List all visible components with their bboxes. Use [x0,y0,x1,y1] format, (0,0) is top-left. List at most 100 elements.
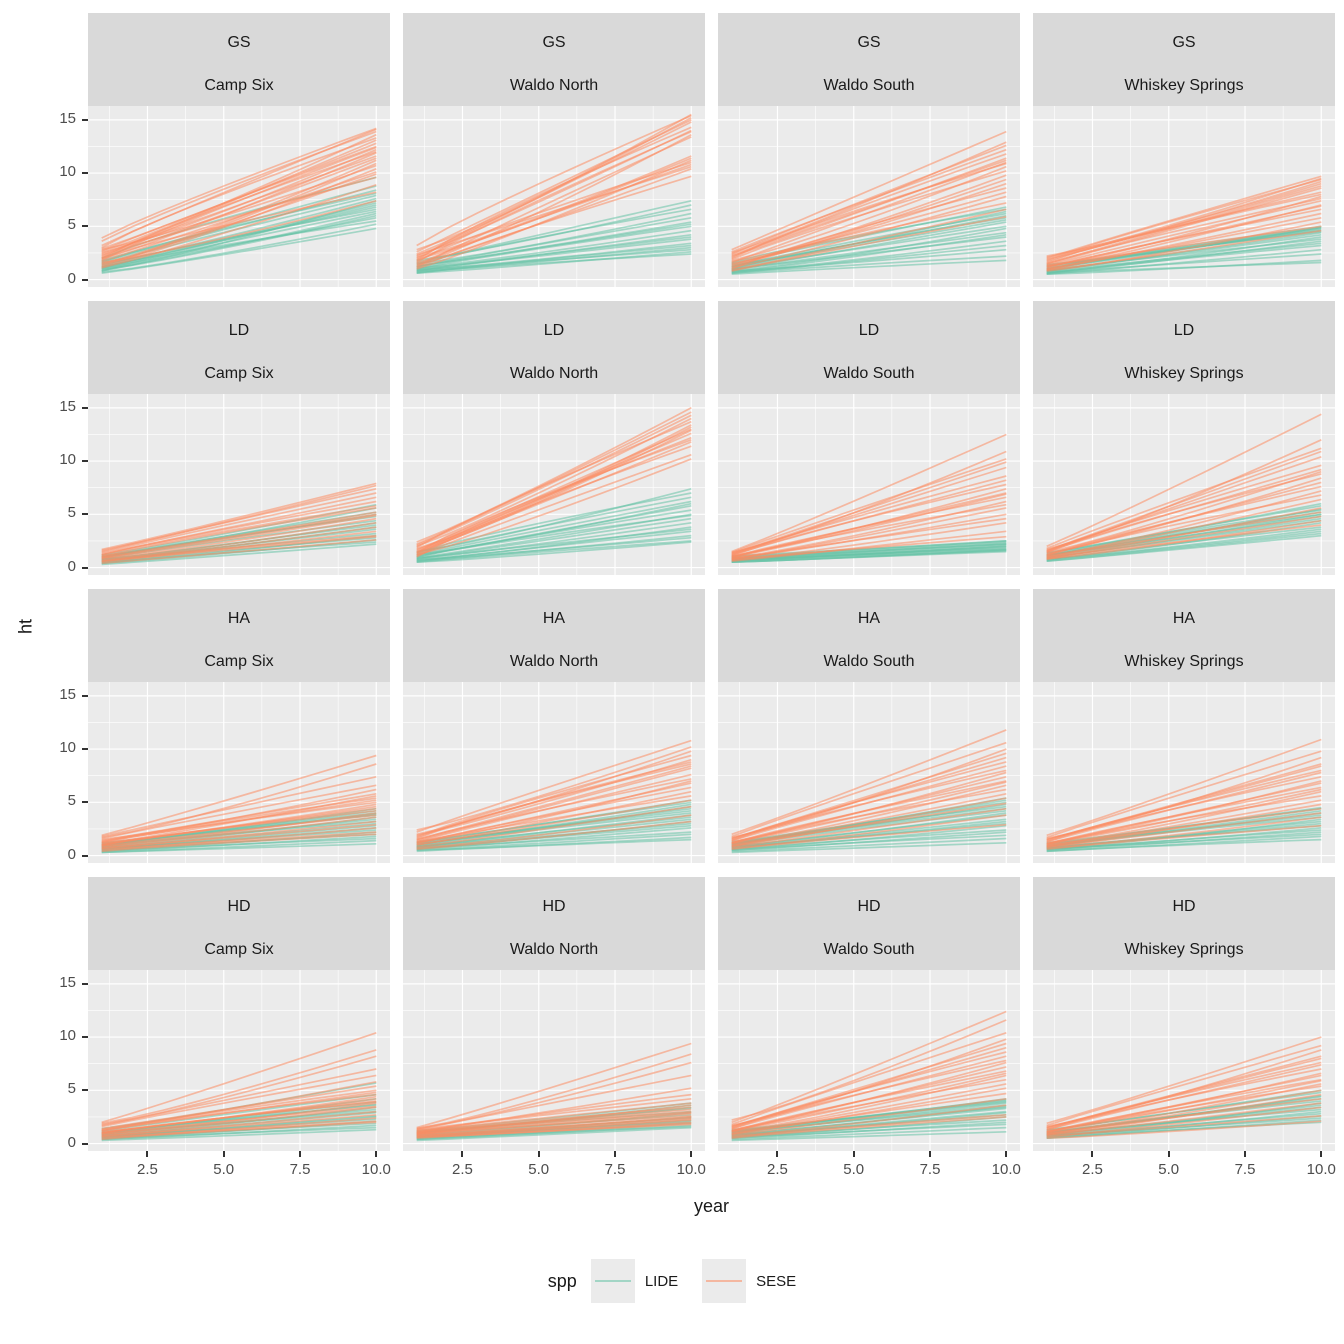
x-tick-mark [146,1151,149,1157]
x-tick-mark [299,1151,301,1157]
growth-line-sese [1046,450,1322,552]
growth-line-sese [731,1113,1007,1139]
growth-line-sese [101,1080,377,1131]
growth-line-lide [731,548,1007,564]
facet-strip-row-label: HD [857,898,881,915]
growth-line-sese [101,775,377,838]
growth-line-sese [416,114,692,247]
facet-cell: LD Camp Six [88,301,390,575]
growth-line-sese [1046,1072,1322,1132]
x-tick-mark [929,1151,931,1157]
growth-line-sese [731,215,1007,272]
growth-line-lide [1046,833,1322,849]
growth-line-sese [101,754,377,837]
growth-line-sese [416,763,692,839]
growth-line-sese [416,782,692,844]
growth-line-sese [416,1102,692,1132]
growth-line-sese [416,778,692,841]
growth-line-sese [101,507,377,558]
x-tick-label: 5.0 [843,1161,865,1178]
growth-line-sese [731,202,1007,267]
growth-line-sese [416,129,692,257]
legend-entry-sese: SESE [702,1259,796,1303]
growth-line-sese [731,1072,1007,1132]
growth-line-sese [416,805,692,848]
growth-line-sese [731,170,1007,261]
growth-line-sese [731,1092,1007,1135]
growth-line-lide [416,229,692,269]
y-tick-mark [82,854,88,857]
x-tick-label: 10.0 [1306,1161,1336,1178]
facet-strip-col-label: Waldo South [823,365,915,382]
growth-line-sese [1046,1044,1322,1127]
growth-line-sese [731,458,1007,554]
growth-line-sese [1046,738,1322,837]
growth-line-sese [101,816,377,848]
growth-line-sese [416,814,692,849]
growth-line-sese [101,482,377,551]
growth-line-sese [416,795,692,843]
legend-entry-lide: LIDE [590,1259,678,1303]
growth-line-sese [1046,447,1322,550]
facet-strip-col-label: Waldo South [823,77,915,94]
growth-line-sese [731,191,1007,263]
y-tick-mark [82,694,88,697]
facet-panel [1033,394,1335,575]
growth-line-lide [1046,534,1322,563]
growth-line-lide [1046,261,1322,275]
facet-cell: HD Camp Six [88,877,390,1151]
growth-line-lide [416,838,692,853]
growth-line-sese [101,1049,377,1125]
growth-line-sese [101,492,377,554]
growth-line-lide [416,487,692,553]
legend-title: spp [547,1270,577,1291]
growth-line-sese [1046,515,1322,559]
facet-cell: GS Camp Six [88,13,390,287]
growth-line-sese [731,530,1007,563]
growth-line-sese [1046,1057,1322,1129]
y-tick-label: 5 [67,504,76,522]
growth-line-lide [1046,244,1322,275]
facet-strip-col-label: Camp Six [204,941,274,958]
facet-panel [403,682,705,863]
growth-line-sese [731,433,1007,553]
growth-line-sese [416,754,692,838]
facet-cell: HD Waldo South [718,877,1020,1151]
facet-panel [88,394,390,575]
growth-line-lide [416,1126,692,1142]
growth-line-sese [416,157,692,261]
facet-strip-row-label: HA [542,610,566,627]
growth-line-sese [101,814,377,847]
facet-strip-row-label: GS [857,34,881,51]
facet-strip-col-label: Whiskey Springs [1124,365,1244,382]
growth-line-sese [416,424,692,550]
growth-line-sese [731,461,1007,555]
growth-line-sese [416,739,692,833]
facet-cell: HA Camp Six [88,589,390,863]
facet-cell: GS Waldo North [403,13,705,287]
growth-line-lide [416,500,692,556]
facet-panel [88,970,390,1151]
x-tick-mark [1167,1151,1170,1157]
facet-panel [403,106,705,287]
growth-line-lide [416,238,692,270]
growth-line-lide [101,1126,377,1141]
growth-line-sese [101,514,377,558]
y-tick-label: 15 [59,109,76,127]
growth-line-lide [1046,253,1322,273]
facet-strip-row-label: HD [227,898,251,915]
growth-line-lide [731,837,1007,853]
growth-line-sese [416,407,692,543]
growth-line-sese [416,119,692,253]
growth-line-sese [101,173,377,267]
growth-line-sese [101,504,377,556]
y-tick-label: 15 [59,397,76,415]
growth-line-lide [416,540,692,564]
growth-line-sese [416,1123,692,1140]
y-tick-mark [82,566,88,569]
growth-line-lide [416,541,692,564]
growth-line-sese [101,1068,377,1127]
legend-key [702,1259,747,1303]
growth-line-sese [731,765,1007,842]
growth-line-sese [731,781,1007,844]
